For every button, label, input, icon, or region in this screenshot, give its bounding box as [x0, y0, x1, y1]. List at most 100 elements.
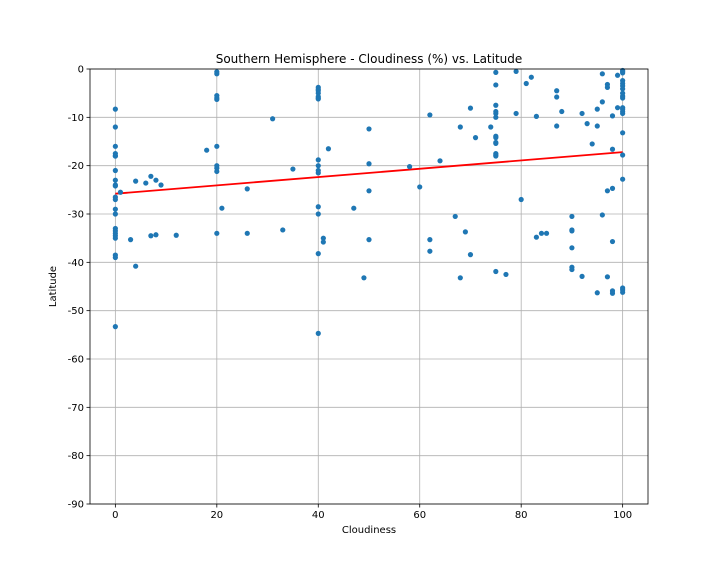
data-point — [554, 88, 560, 94]
data-point — [594, 290, 600, 296]
data-point — [112, 177, 118, 183]
data-point — [543, 230, 550, 236]
y-tick-label: -10 — [68, 113, 84, 124]
data-point — [244, 230, 250, 236]
plot-frame — [89, 68, 649, 505]
data-point — [609, 146, 616, 152]
data-point — [270, 116, 276, 122]
x-tick-label: 40 — [312, 510, 325, 521]
y-tick-label: -80 — [68, 451, 84, 462]
data-point — [467, 105, 474, 111]
data-point — [214, 71, 220, 77]
data-point — [315, 204, 321, 210]
data-point — [427, 248, 433, 254]
data-point — [315, 170, 321, 176]
data-point — [533, 113, 540, 119]
data-point — [594, 123, 600, 129]
data-point — [493, 110, 499, 117]
data-point — [569, 227, 575, 233]
data-point — [493, 114, 499, 120]
data-point — [112, 228, 118, 234]
x-tick-label: 80 — [515, 510, 528, 521]
x-tick-label: 60 — [413, 510, 426, 521]
data-point — [290, 166, 296, 172]
data-point — [406, 164, 413, 170]
data-point — [559, 108, 565, 115]
data-point — [417, 184, 423, 190]
x-tick-label: 20 — [210, 510, 223, 521]
data-point — [427, 237, 433, 243]
data-point — [214, 143, 220, 149]
x-tick-label: 100 — [613, 510, 632, 521]
axis-ticks: 0 20 40 60 80 100 -90 -80 -70 -60 -50 -40 -30 -20 -10 0 — [68, 65, 633, 522]
data-point — [361, 275, 367, 281]
data-point — [488, 124, 494, 130]
data-point — [599, 99, 605, 105]
data-point — [604, 188, 611, 194]
data-point — [523, 80, 529, 87]
x-tick-label: 0 — [112, 510, 118, 521]
data-point — [315, 251, 321, 257]
data-point — [320, 239, 326, 245]
data-point — [493, 152, 499, 158]
data-point — [467, 252, 474, 258]
data-point — [579, 110, 585, 117]
y-axis-label: Latitude — [48, 266, 59, 307]
data-point — [518, 196, 524, 203]
data-point — [153, 232, 159, 238]
data-point — [609, 113, 616, 119]
data-point — [112, 211, 118, 217]
data-point — [457, 275, 463, 281]
data-point — [315, 96, 321, 102]
data-point — [609, 238, 616, 245]
data-point — [315, 157, 321, 163]
data-point — [493, 139, 499, 146]
data-point — [280, 227, 286, 233]
data-point — [569, 266, 575, 273]
data-point — [148, 173, 154, 179]
data-point — [493, 135, 499, 141]
data-point — [493, 102, 499, 108]
data-point — [315, 88, 321, 94]
data-point — [620, 176, 626, 182]
data-point — [315, 330, 321, 336]
data-point — [117, 189, 124, 195]
y-tick-label: -50 — [68, 306, 84, 317]
regression-layer — [115, 151, 623, 195]
data-point — [533, 234, 540, 240]
chart-title: Southern Hemisphere - Cloudiness (%) vs.… — [216, 52, 523, 66]
data-point — [609, 290, 616, 296]
data-point — [153, 177, 159, 183]
data-point — [614, 105, 621, 111]
data-point — [158, 182, 164, 188]
data-point — [620, 110, 626, 117]
data-point — [366, 161, 372, 167]
data-point — [620, 289, 626, 295]
data-point — [244, 186, 250, 192]
data-point — [204, 147, 210, 153]
data-point — [366, 126, 372, 132]
data-point — [513, 110, 519, 117]
data-point — [214, 96, 220, 103]
data-point — [620, 86, 626, 92]
data-point — [599, 71, 605, 77]
data-point — [173, 232, 179, 238]
data-point — [214, 168, 220, 175]
y-tick-label: -30 — [68, 210, 84, 221]
data-point — [214, 230, 220, 236]
data-point — [513, 68, 519, 75]
data-point — [112, 124, 118, 130]
data-point — [325, 146, 332, 152]
data-point — [579, 273, 585, 279]
data-point — [320, 235, 326, 241]
data-point — [437, 158, 443, 164]
data-point — [127, 237, 134, 243]
data-point — [620, 130, 626, 136]
data-point — [462, 229, 468, 235]
data-point — [493, 82, 499, 88]
data-point — [614, 72, 621, 78]
data-point — [538, 230, 545, 236]
data-points — [112, 67, 626, 336]
